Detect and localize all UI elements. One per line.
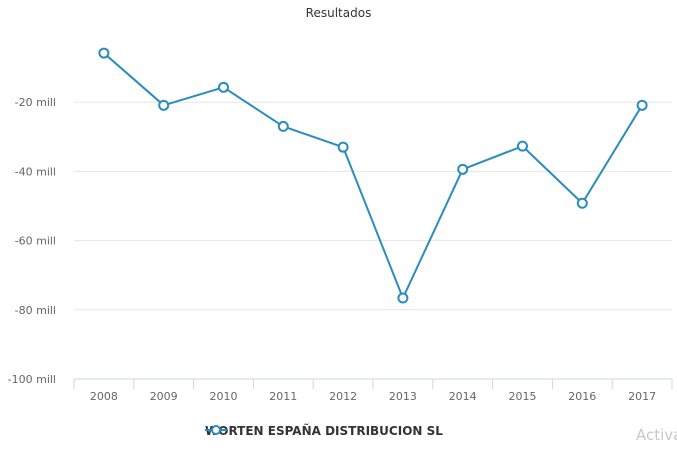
x-tick-label: 2009 <box>150 390 178 403</box>
y-tick-label: -60 mill <box>15 235 56 248</box>
x-tick-label: 2017 <box>628 390 656 403</box>
data-point-marker[interactable] <box>636 99 648 111</box>
x-tick-label: 2012 <box>329 390 357 403</box>
data-point-marker[interactable] <box>457 163 469 175</box>
x-tick-label: 2011 <box>269 390 297 403</box>
y-tick-label: -40 mill <box>15 165 56 178</box>
data-point-marker[interactable] <box>158 99 170 111</box>
x-tick-label: 2013 <box>389 390 417 403</box>
data-point-marker[interactable] <box>277 120 289 132</box>
y-tick-label: -20 mill <box>15 96 56 109</box>
y-tick-label: -100 mill <box>8 373 56 386</box>
x-tick-label: 2015 <box>509 390 537 403</box>
data-point-marker[interactable] <box>337 141 349 153</box>
legend-label: WORTEN ESPAÑA DISTRIBUCION SL <box>205 424 443 438</box>
data-point-marker[interactable] <box>576 197 588 209</box>
activation-watermark: Activa <box>636 426 677 444</box>
x-tick-label: 2016 <box>568 390 596 403</box>
data-point-marker[interactable] <box>98 47 110 59</box>
data-point-marker[interactable] <box>218 81 229 93</box>
x-tick-label: 2014 <box>449 390 477 403</box>
y-tick-label: -80 mill <box>15 304 56 317</box>
series-line <box>103 52 643 300</box>
chart-title: Resultados <box>305 6 372 20</box>
legend-marker-icon <box>205 425 227 435</box>
legend-item[interactable]: WORTEN ESPAÑA DISTRIBUCION SL <box>205 424 443 438</box>
line-chart: -20 mill -40 mill -60 mill -80 mill -100 mil… <box>8 47 673 403</box>
data-point-marker[interactable] <box>517 140 528 152</box>
data-point-marker[interactable] <box>397 292 409 304</box>
x-tick-label: 2008 <box>90 390 118 403</box>
x-tick-label: 2010 <box>210 390 238 403</box>
